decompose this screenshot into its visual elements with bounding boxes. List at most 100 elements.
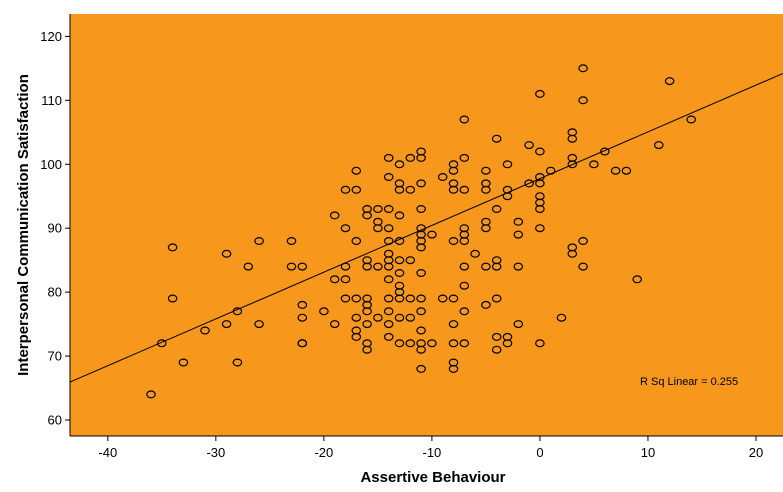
data-point	[459, 115, 470, 124]
data-point	[383, 205, 394, 214]
data-point	[664, 77, 675, 86]
data-point	[405, 153, 416, 162]
data-point	[610, 166, 621, 175]
data-point	[578, 96, 588, 105]
data-point	[416, 326, 426, 335]
data-point	[416, 364, 426, 373]
data-point	[297, 262, 308, 271]
data-point	[653, 141, 664, 150]
data-point	[254, 320, 264, 329]
data-point	[459, 185, 470, 194]
y-tick-label: 110	[41, 93, 62, 108]
data-point	[351, 313, 362, 322]
data-point	[578, 64, 588, 73]
data-point	[416, 269, 426, 278]
data-point	[491, 262, 502, 271]
data-point	[157, 339, 167, 348]
data-point	[221, 320, 232, 329]
data-point	[535, 89, 545, 98]
data-point	[481, 185, 491, 194]
data-point	[459, 339, 470, 348]
data-point	[535, 224, 545, 233]
data-point	[513, 320, 524, 329]
data-point	[535, 205, 545, 214]
y-tick-label: 60	[48, 413, 62, 428]
x-tick-label: -30	[206, 445, 225, 460]
data-point	[243, 262, 254, 271]
x-tick-label: 0	[536, 445, 543, 460]
data-point	[383, 275, 394, 284]
data-point	[329, 211, 340, 220]
data-point	[319, 307, 329, 316]
data-point	[405, 313, 416, 322]
r-squared-annotation: R Sq Linear = 0.255	[640, 376, 738, 388]
data-point	[535, 339, 545, 348]
data-point	[394, 313, 405, 322]
data-point	[567, 249, 578, 258]
data-point	[362, 307, 372, 316]
data-point	[416, 294, 426, 303]
data-point	[405, 294, 416, 303]
data-point	[340, 185, 351, 194]
data-point	[491, 294, 502, 303]
data-point	[383, 173, 394, 182]
data-point	[448, 320, 459, 329]
data-point	[502, 339, 513, 348]
data-point	[524, 141, 534, 150]
data-point	[578, 237, 588, 246]
data-point	[394, 160, 405, 169]
data-point	[373, 224, 383, 233]
data-point	[459, 262, 470, 271]
data-point	[351, 294, 362, 303]
data-point	[394, 294, 405, 303]
data-point	[437, 294, 448, 303]
data-point	[405, 185, 416, 194]
x-axis-title: Assertive Behaviour	[360, 469, 505, 486]
data-point	[351, 166, 362, 175]
data-point	[340, 275, 351, 284]
data-point	[686, 115, 696, 124]
data-point	[383, 332, 394, 341]
data-point	[362, 320, 372, 329]
data-point	[416, 243, 426, 252]
data-point	[297, 313, 308, 322]
data-point	[297, 339, 308, 348]
data-point	[459, 153, 470, 162]
data-point	[567, 134, 578, 143]
x-tick-label: -10	[423, 445, 442, 460]
data-point	[416, 345, 426, 354]
data-point	[340, 224, 351, 233]
data-point	[405, 256, 416, 265]
data-point	[340, 294, 351, 303]
data-point	[383, 262, 394, 271]
data-point	[146, 390, 156, 399]
data-point	[589, 160, 599, 169]
regression-line	[69, 72, 783, 383]
data-point	[513, 262, 524, 271]
data-point	[427, 230, 437, 239]
data-point	[448, 185, 459, 194]
y-tick-label: 80	[48, 285, 62, 300]
data-point	[373, 262, 383, 271]
data-point	[459, 237, 470, 246]
axes: -40 -30 -20 -10 0 10 20 60 70 80 90 100 110 120	[40, 14, 783, 460]
data-point	[437, 173, 448, 182]
data-point	[394, 256, 405, 265]
data-point	[373, 313, 383, 322]
data-point	[167, 294, 178, 303]
data-point	[481, 300, 491, 309]
y-tick-label: 90	[48, 221, 62, 236]
data-point	[578, 262, 588, 271]
data-point	[416, 179, 426, 188]
data-point	[481, 166, 491, 175]
data-point	[459, 281, 470, 290]
data-point	[329, 275, 340, 284]
data-point	[448, 237, 459, 246]
data-point	[621, 166, 632, 175]
data-point	[167, 243, 178, 252]
data-points	[146, 64, 696, 399]
data-point	[513, 230, 524, 239]
data-point	[502, 160, 513, 169]
data-point	[491, 345, 502, 354]
